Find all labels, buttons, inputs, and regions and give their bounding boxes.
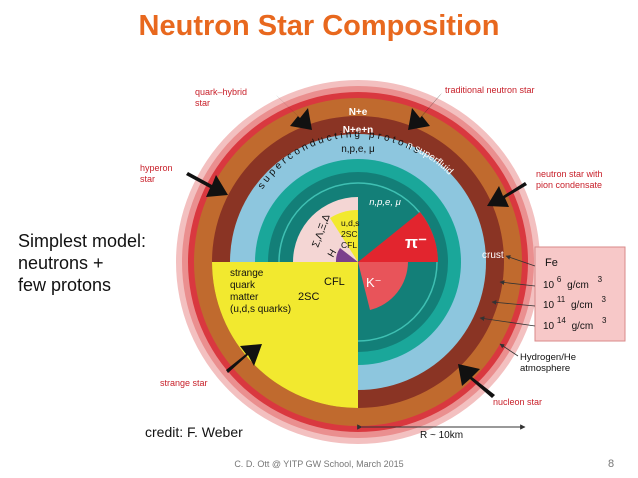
footer-text: C. D. Ott @ YITP GW School, March 2015 [234, 459, 404, 469]
kaon-condensate-sector [358, 262, 408, 310]
density-box [534, 246, 626, 342]
label-strange-3: matter [230, 292, 259, 303]
label-strange-4: (u,d,s quarks) [230, 304, 291, 315]
density-unit-exp: 3 [598, 275, 603, 284]
leader-line-hydrogen [499, 343, 519, 357]
side-note-line: few protons [18, 275, 112, 295]
arrow-hyperon [186, 172, 228, 197]
leader-line-row2 [491, 300, 536, 307]
arrow-strange [226, 344, 262, 373]
label-nen: N+e+n [343, 125, 374, 136]
label-pion-2: pion condensate [536, 180, 602, 190]
label-cfl-small: CFL [341, 240, 357, 250]
label-uds: u,d,s [341, 218, 359, 228]
pion-condensate-sector [358, 212, 438, 262]
density-unit: g/cm [571, 300, 593, 311]
label-quark-hybrid-2: star [195, 98, 210, 108]
page-number: 8 [608, 458, 615, 470]
slide-title: Neutron Star Composition [138, 10, 500, 42]
density-exp: 6 [557, 275, 562, 284]
side-note-line: Simplest model: [18, 231, 147, 251]
cfl-core-sector [335, 248, 358, 262]
side-note: Simplest model: neutrons + few protons [18, 230, 188, 296]
label-cfl: CFL [324, 276, 345, 288]
density-element: Fe [545, 257, 558, 269]
density-exp: 11 [557, 295, 566, 304]
density-base: 10 [543, 321, 555, 332]
label-traditional-ns: traditional neutron star [445, 85, 535, 95]
density-unit-exp: 3 [601, 295, 606, 304]
label-hydrogen-2: atmosphere [520, 363, 570, 374]
quark-core-sector [330, 209, 358, 262]
density-exp: 14 [557, 316, 566, 325]
leader-line-row1 [499, 280, 536, 287]
label-nucleon-star: nucleon star [493, 397, 542, 407]
label-strange-star: strange star [160, 378, 208, 388]
label-pion-1: neutron star with [536, 169, 603, 179]
density-unit: g/cm [572, 321, 594, 332]
arrow-quark-hybrid [276, 95, 312, 130]
label-strange-2: quark [230, 280, 256, 291]
label-k-minus: K⁻ [366, 275, 382, 290]
leader-line-row3 [479, 316, 536, 327]
density-row-2: 10 11 g/cm 3 [543, 294, 606, 311]
label-2sc: 2SC [298, 291, 319, 303]
label-quark-hybrid-1: quark–hybrid [195, 87, 247, 97]
density-unit-exp: 3 [602, 316, 607, 325]
label-hyperon-2: star [140, 174, 155, 184]
side-note-line: neutrons + [18, 253, 104, 273]
label-npe-mu-inner: n,p,e, μ [369, 197, 401, 208]
density-base: 10 [543, 300, 555, 311]
density-row-1: 10 6 g/cm 3 [543, 274, 603, 291]
label-hydrogen-1: Hydrogen/He [520, 352, 576, 363]
credit-text: credit: F. Weber [145, 424, 243, 440]
label-radius: R ~ 10km [420, 430, 463, 441]
density-unit: g/cm [567, 280, 589, 291]
arrow-nucleon [458, 364, 495, 398]
label-strange-1: strange [230, 268, 264, 279]
arrow-pion [487, 182, 527, 207]
strange-quark-matter-quadrant [212, 262, 358, 408]
label-hyperon-1: hyperon [140, 163, 173, 173]
density-row-3: 10 14 g/cm 3 [543, 315, 607, 332]
label-pi-minus: π⁻ [405, 233, 427, 252]
leader-line-fe [505, 255, 536, 267]
label-npe-mu: n,p,e, μ [341, 144, 375, 155]
label-crust: crust [482, 250, 504, 261]
arrow-traditional [408, 93, 442, 130]
label-h: H [326, 248, 339, 260]
density-base: 10 [543, 280, 555, 291]
label-2sc-small: 2SC [341, 229, 358, 239]
label-ne: N+e [349, 107, 368, 118]
